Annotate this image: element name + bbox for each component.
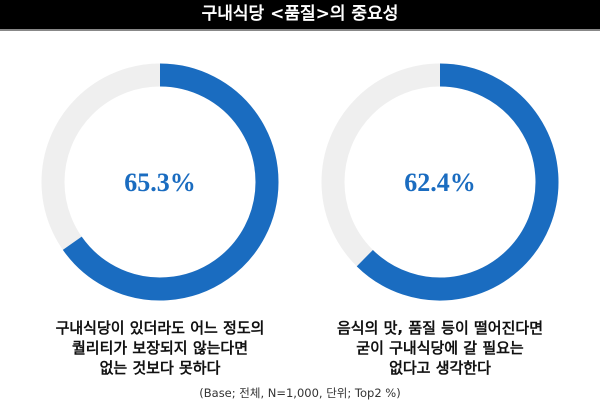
caption-line: 굳이 구내식당에 갈 필요는 xyxy=(356,339,524,357)
caption-line: 없는 것보다 못하다 xyxy=(99,359,221,377)
caption-line: 퀄리티가 보장되지 않는다면 xyxy=(71,339,249,357)
donut-value-arc xyxy=(62,63,279,301)
chart-title: 구내식당 <품질>의 중요성 xyxy=(0,0,600,31)
caption-line: 구내식당이 있더라도 어느 정도의 xyxy=(55,319,265,337)
caption-2: 음식의 맛, 품질 등이 떨어진다면 굳이 구내식당에 갈 필요는 없다고 생각… xyxy=(290,318,590,378)
donut-value-arc xyxy=(356,63,559,301)
donut-value-label: 62.4% xyxy=(404,168,476,197)
caption-line: 없다고 생각한다 xyxy=(389,359,491,377)
caption-1: 구내식당이 있더라도 어느 정도의 퀄리티가 보장되지 않는다면 없는 것보다 … xyxy=(10,318,310,378)
donut-chart-1: 65.3% xyxy=(41,63,279,301)
donut-chart-2: 62.4% xyxy=(321,63,559,301)
caption-line: 음식의 맛, 품질 등이 떨어진다면 xyxy=(337,319,543,337)
footnote: (Base; 전체, N=1,000, 단위; Top2 %) xyxy=(199,386,401,400)
donut-value-label: 65.3% xyxy=(124,168,196,197)
